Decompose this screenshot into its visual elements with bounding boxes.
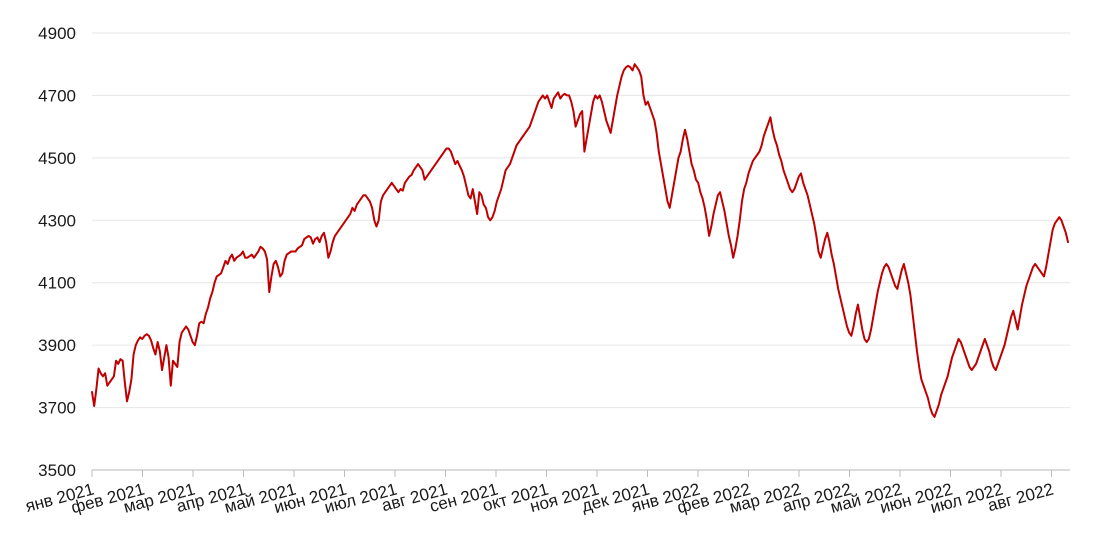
- y-tick-label: 4900: [38, 24, 76, 43]
- y-tick-label: 4700: [38, 86, 76, 105]
- y-tick-label: 3900: [38, 336, 76, 355]
- y-tick-label: 4500: [38, 149, 76, 168]
- series-line: [91, 63, 1069, 418]
- y-tick-label: 4100: [38, 274, 76, 293]
- y-tick-label: 3500: [38, 461, 76, 480]
- y-axis-ticks: 3500 3700 3900 4100 4300 4500 4700 4900: [38, 24, 76, 480]
- gridlines: [92, 32, 1070, 409]
- y-tick-label: 4300: [38, 211, 76, 230]
- y-tick-label: 3700: [38, 399, 76, 418]
